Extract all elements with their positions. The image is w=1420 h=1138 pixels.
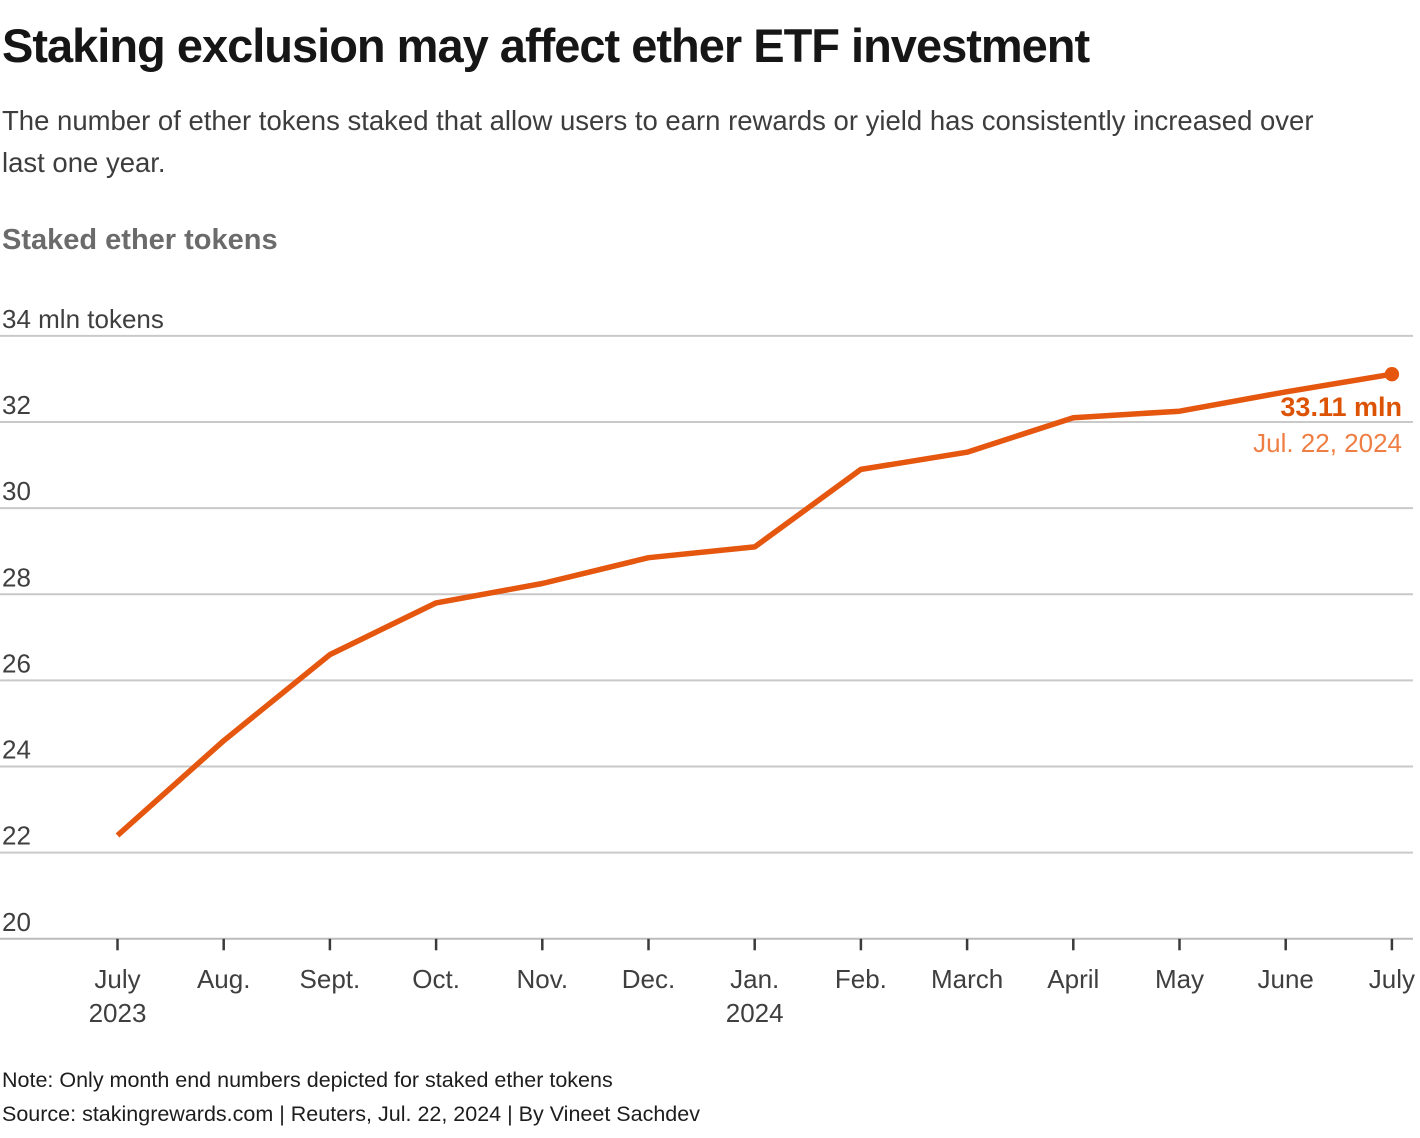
x-tick-label: Aug. (197, 964, 251, 994)
y-tick-label: 34 mln tokens (2, 304, 164, 334)
trend-line (115, 371, 1393, 838)
endpoint-dot (1384, 367, 1400, 382)
chart-svg: 34 mln tokens 32 30 28 26 24 22 20 July 2023 Aug. S… (0, 304, 1415, 1028)
x-tick-label: April (1047, 964, 1099, 994)
x-tick-label: Sept. (300, 964, 361, 994)
x-tick-label: Oct. (412, 964, 460, 994)
page-title: Staking exclusion may affect ether ETF i… (2, 19, 1090, 72)
subtitle: The number of ether tokens staked that a… (2, 100, 1418, 184)
annotation-value-label: 33.11 mln (1280, 392, 1402, 422)
x-tick-label: Nov. (517, 964, 569, 994)
y-tick-label: 30 (2, 476, 31, 506)
x-tick-label: July (1369, 964, 1415, 994)
y-tick-label: 22 (2, 821, 31, 851)
y-tick-label: 32 (2, 390, 31, 420)
subtitle-line-1: The number of ether tokens staked that a… (2, 105, 1314, 136)
x-tick-sublabel: 2023 (89, 998, 147, 1028)
chart-title: Staked ether tokens (2, 224, 278, 256)
chart-note: Note: Only month end numbers depicted fo… (2, 1068, 613, 1092)
x-tick-label: June (1258, 964, 1314, 994)
annotation-date-label: Jul. 22, 2024 (1253, 428, 1402, 458)
x-tick-label: May (1155, 964, 1204, 994)
x-tick-label: Feb. (835, 964, 887, 994)
x-tick-sublabel: 2024 (726, 998, 784, 1028)
y-tick-label: 24 (2, 735, 31, 765)
x-tick-label: July (94, 964, 140, 994)
chart-area: 34 mln tokens 32 30 28 26 24 22 20 July 2023 Aug. S… (0, 300, 1420, 1040)
x-tick-label: Jan. (730, 964, 779, 994)
y-tick-label: 20 (2, 907, 31, 937)
y-tick-label: 26 (2, 648, 31, 678)
chart-source: Source: stakingrewards.com | Reuters, Ju… (2, 1102, 700, 1126)
x-tick-label: Dec. (622, 964, 675, 994)
x-tick-label: March (931, 964, 1003, 994)
y-tick-label: 28 (2, 562, 31, 592)
subtitle-line-2: last one year. (2, 147, 166, 178)
